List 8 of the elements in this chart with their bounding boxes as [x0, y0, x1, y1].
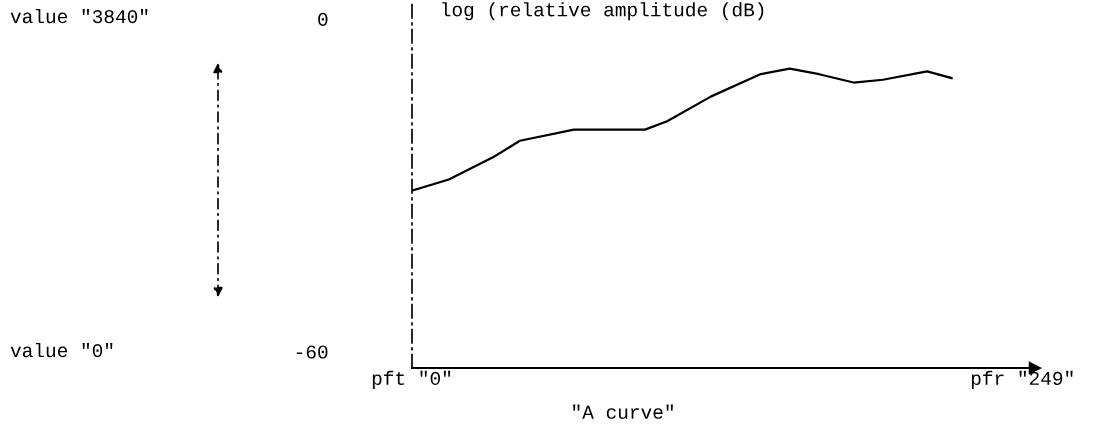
- y-tick-label: 0: [318, 12, 328, 27]
- x-axis-title: "A curve": [573, 404, 673, 419]
- text: value "3840": [10, 8, 148, 24]
- x-tick-label: pft "0": [372, 370, 451, 389]
- y-tick-label: -60: [296, 345, 328, 359]
- y-axis-title: log (relative amplitude (dB): [442, 2, 764, 21]
- x-tick-label: pfr "249": [971, 370, 1073, 389]
- text: value "0": [10, 342, 113, 358]
